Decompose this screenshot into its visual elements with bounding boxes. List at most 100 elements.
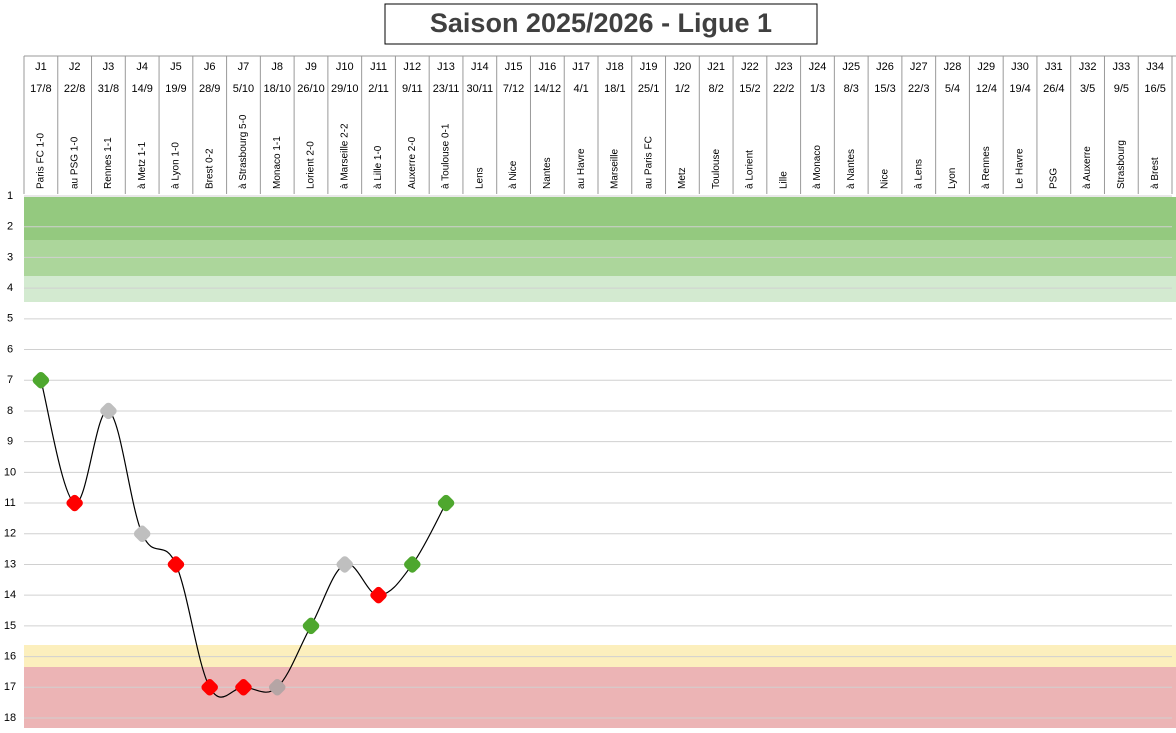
- date-label: 28/9: [199, 83, 220, 95]
- date-label: 22/2: [773, 83, 794, 95]
- date-label: 14/9: [131, 83, 152, 95]
- rank-point: [268, 679, 286, 696]
- round-label: J34: [1146, 61, 1164, 73]
- round-label: J20: [674, 61, 692, 73]
- date-label: 4/1: [573, 83, 588, 95]
- date-label: 9/5: [1114, 83, 1129, 95]
- round-label: J25: [842, 61, 860, 73]
- date-label: 5/10: [233, 83, 254, 95]
- match-label: à Brest: [1150, 157, 1161, 189]
- round-label: J7: [238, 61, 250, 73]
- match-label: Lorient 2-0: [306, 141, 317, 189]
- round-label: J33: [1112, 61, 1130, 73]
- match-label: Metz: [677, 167, 688, 189]
- zone-ucl: [24, 197, 1176, 240]
- y-tick-label: 7: [7, 374, 13, 386]
- round-label: J15: [505, 61, 523, 73]
- round-label: J12: [403, 61, 421, 73]
- rank-point: [404, 556, 421, 573]
- rank-point: [235, 679, 252, 696]
- zone-playoff: [24, 645, 1176, 667]
- match-label: PSG: [1048, 168, 1059, 189]
- match-label: Brest 0-2: [204, 148, 215, 189]
- round-label: J29: [977, 61, 995, 73]
- y-tick-label: 6: [7, 343, 13, 355]
- date-label: 29/10: [331, 83, 359, 95]
- rank-point: [336, 556, 354, 573]
- rank-point: [100, 402, 117, 420]
- y-tick-label: 11: [4, 497, 15, 509]
- title-box: [384, 3, 818, 45]
- match-label: au Havre: [576, 148, 587, 189]
- date-label: 22/3: [908, 83, 929, 95]
- round-label: J32: [1079, 61, 1097, 73]
- y-tick-label: 3: [7, 251, 13, 263]
- round-label: J13: [437, 61, 455, 73]
- match-label: Lille: [778, 171, 789, 189]
- date-label: 18/10: [263, 83, 291, 95]
- match-label: au Paris FC: [643, 136, 654, 189]
- match-label: au PSG 1-0: [69, 136, 80, 189]
- rank-point: [167, 556, 185, 573]
- y-tick-label: 8: [7, 405, 13, 417]
- match-label: Lens: [474, 167, 485, 189]
- round-label: J27: [910, 61, 928, 73]
- match-label: à Nice: [508, 160, 519, 189]
- zone-europa: [24, 276, 1176, 302]
- round-label: J28: [944, 61, 962, 73]
- round-label: J6: [204, 61, 216, 73]
- round-label: J3: [103, 61, 115, 73]
- round-label: J18: [606, 61, 624, 73]
- match-label: à Toulouse 0-1: [441, 123, 452, 189]
- date-label: 17/8: [30, 83, 51, 95]
- round-label: J4: [136, 61, 148, 73]
- rank-line: [40, 380, 447, 698]
- match-label: Nantes: [542, 157, 553, 189]
- round-label: J10: [336, 61, 354, 73]
- match-label: Marseille: [610, 149, 621, 189]
- rank-point: [201, 679, 218, 696]
- y-tick-label: 4: [7, 282, 13, 294]
- match-label: Toulouse: [711, 149, 722, 189]
- y-tick-label: 14: [4, 589, 16, 601]
- round-label: J9: [305, 61, 317, 73]
- date-label: 14/12: [534, 83, 562, 95]
- match-label: Le Havre: [1015, 148, 1026, 189]
- date-label: 22/8: [64, 83, 85, 95]
- round-label: J22: [741, 61, 759, 73]
- y-tick-label: 9: [7, 436, 13, 448]
- match-label: à Nantes: [846, 149, 857, 189]
- round-label: J5: [170, 61, 182, 73]
- round-label: J2: [69, 61, 81, 73]
- date-label: 9/11: [402, 83, 423, 95]
- rank-point: [66, 494, 83, 512]
- date-label: 15/3: [874, 83, 895, 95]
- date-label: 2/11: [368, 83, 389, 95]
- round-label: J31: [1045, 61, 1063, 73]
- match-label: Strasbourg: [1116, 140, 1127, 189]
- y-tick-label: 10: [4, 466, 16, 478]
- zone-ucl-qualif: [24, 240, 1176, 276]
- match-label: à Monaco: [812, 145, 823, 189]
- y-tick-label: 13: [4, 558, 16, 570]
- match-label: Nice: [880, 169, 891, 189]
- match-label: à Lyon 1-0: [171, 142, 182, 189]
- round-label: J19: [640, 61, 658, 73]
- match-label: Paris FC 1-0: [36, 132, 47, 189]
- date-label: 12/4: [976, 83, 997, 95]
- round-label: J11: [370, 61, 387, 73]
- date-label: 5/4: [945, 83, 960, 95]
- match-label: à Auxerre: [1082, 146, 1093, 189]
- y-tick-label: 2: [7, 221, 13, 233]
- y-tick-label: 16: [4, 650, 16, 662]
- date-label: 8/3: [844, 83, 859, 95]
- date-label: 7/12: [503, 83, 524, 95]
- match-label: Auxerre 2-0: [407, 136, 418, 189]
- rank-point: [32, 371, 50, 389]
- date-label: 3/5: [1080, 83, 1095, 95]
- rank-point: [302, 617, 320, 635]
- date-label: 1/2: [675, 83, 690, 95]
- date-label: 23/11: [433, 83, 460, 95]
